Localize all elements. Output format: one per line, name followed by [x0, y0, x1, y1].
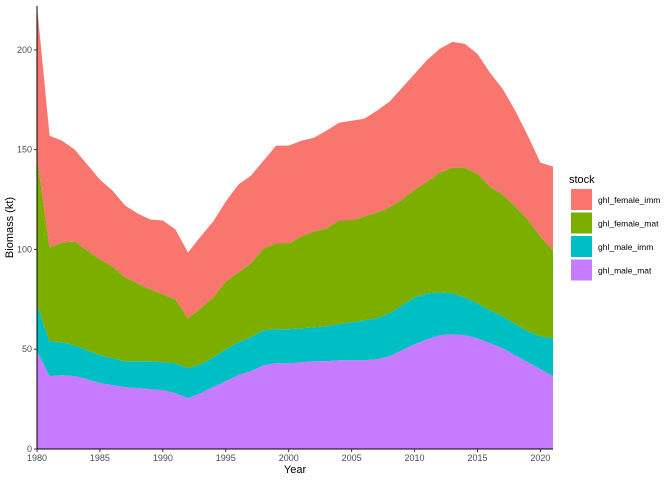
legend-label: ghl_female_mat — [598, 219, 659, 229]
x-tick-label: 2000 — [279, 453, 299, 463]
x-tick-label: 1985 — [90, 453, 110, 463]
legend-swatch — [571, 236, 592, 257]
legend-swatch — [571, 189, 592, 210]
x-axis-ticks: 1980 1985 1990 1995 2000 2005 2010 2015 2020 — [27, 449, 550, 463]
legend-swatch — [571, 212, 592, 234]
legend-label: ghl_male_mat — [598, 266, 652, 276]
legend: stock ghl_female_imm ghl_female_mat ghl_ma… — [569, 174, 660, 281]
area-ghl-male-mat — [37, 334, 553, 449]
legend-title: stock — [569, 174, 595, 186]
x-tick-label: 1990 — [153, 453, 173, 463]
axes-group: 1980 1985 1990 1995 2000 2005 2010 2015 2020 0 50… — [17, 6, 553, 463]
legend-label: ghl_female_imm — [598, 195, 660, 205]
x-axis-title: Year — [284, 464, 307, 476]
y-tick-label: 200 — [17, 45, 32, 55]
x-tick-label: 2005 — [342, 453, 362, 463]
area-ghl-female-imm — [37, 6, 553, 319]
y-tick-label: 0 — [27, 444, 32, 454]
legend-label: ghl_male_imm — [598, 242, 653, 252]
legend-swatch — [571, 259, 592, 281]
x-tick-label: 2015 — [467, 453, 487, 463]
x-tick-label: 1980 — [27, 453, 47, 463]
y-axis-title: Biomass (kt) — [4, 197, 16, 258]
area-ghl-male-imm — [37, 292, 553, 399]
area-ghl-female-mat — [37, 157, 553, 369]
y-axis-ticks: 0 50 100 150 200 — [17, 45, 37, 454]
x-tick-label: 2010 — [405, 453, 425, 463]
x-tick-label: 1995 — [216, 453, 236, 463]
legend-items: ghl_female_imm ghl_female_mat ghl_male_imm… — [571, 189, 660, 281]
y-tick-label: 50 — [22, 344, 32, 354]
x-tick-label: 2020 — [530, 453, 550, 463]
y-tick-label: 100 — [17, 244, 32, 254]
area-series-group — [37, 6, 553, 449]
y-tick-label: 150 — [17, 145, 32, 155]
